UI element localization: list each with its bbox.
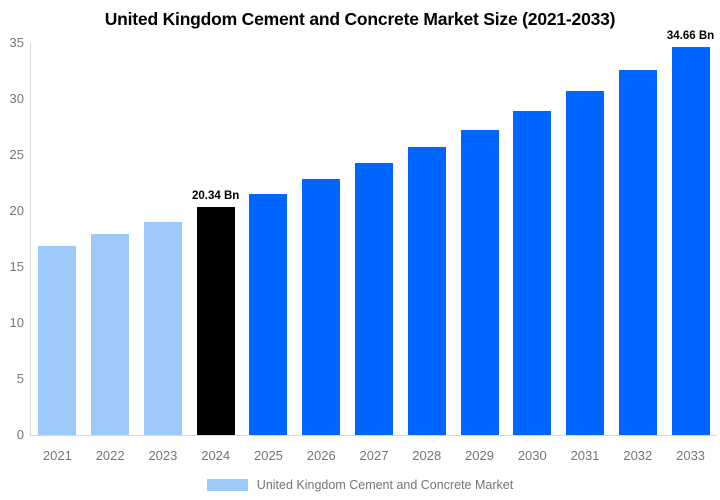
y-tick-label: 5 [16, 371, 24, 387]
bar-2026[interactable] [302, 179, 341, 435]
x-tick-label-2022: 2022 [95, 448, 125, 463]
x-tick-label-2030: 2030 [517, 448, 547, 463]
value-label-2033: 34.66 Bn [666, 29, 715, 42]
x-tick-label-2032: 2032 [623, 448, 653, 463]
y-axis-labels: 0 5 10 15 20 25 30 35 [0, 36, 25, 442]
bar-2031[interactable] [566, 91, 605, 435]
y-tick-label: 35 [9, 35, 24, 50]
bar-2022[interactable] [91, 233, 130, 435]
bar-2024[interactable] [196, 207, 235, 435]
x-tick-label-2033: 2033 [676, 448, 706, 463]
bar-group-2023: 2023 [137, 43, 190, 463]
value-label-2024: 20.34 Bn [192, 190, 240, 203]
x-tick-label-2021: 2021 [42, 448, 72, 463]
bar-2033[interactable] [671, 46, 710, 435]
legend-swatch [206, 479, 248, 491]
bar-group-2031: 2031 [559, 43, 612, 463]
bar-2032[interactable] [618, 69, 657, 435]
legend[interactable]: United Kingdom Cement and Concrete Marke… [0, 476, 720, 494]
bar-group-2025: 2025 [242, 43, 295, 463]
y-tick-label: 15 [9, 259, 24, 274]
y-tick-label: 30 [9, 91, 24, 106]
bar-group-2028: 2028 [400, 43, 453, 463]
bar-group-2032: 2032 [611, 43, 664, 463]
x-tick-label-2028: 2028 [412, 448, 442, 463]
bar-group-2024: 20.34 Bn 2024 [189, 43, 242, 463]
x-tick-label-2029: 2029 [465, 448, 494, 463]
bar-2027[interactable] [354, 163, 393, 435]
x-tick-label-2027: 2027 [359, 448, 389, 463]
y-tick-label: 0 [16, 427, 24, 442]
legend-label: United Kingdom Cement and Concrete Marke… [256, 478, 514, 492]
bar-2025[interactable] [249, 193, 288, 435]
bar-2023[interactable] [143, 221, 182, 435]
bar-group-2027: 2027 [348, 43, 401, 463]
bar-group-2033: 34.66 Bn 2033 [664, 30, 717, 463]
bar-group-2021: 2021 [31, 43, 84, 463]
y-tick-label: 25 [9, 147, 24, 162]
bar-2029[interactable] [460, 129, 499, 435]
plot-area: 2021 2022 2023 20.34 Bn 2024 2025 2026 2027 2028… [30, 30, 717, 463]
bar-2028[interactable] [407, 147, 446, 435]
bar-2030[interactable] [513, 110, 552, 435]
x-tick-label-2026: 2026 [306, 448, 336, 463]
bar-group-2029: 2029 [453, 43, 506, 463]
bar-group-2030: 2030 [506, 43, 559, 463]
x-tick-label-2024: 2024 [201, 448, 231, 463]
y-tick-label: 20 [9, 203, 24, 219]
x-tick-label-2031: 2031 [570, 448, 600, 463]
chart-title: United Kingdom Cement and Concrete Marke… [104, 9, 616, 29]
bar-2021[interactable] [38, 245, 77, 435]
bar-group-2022: 2022 [84, 43, 137, 463]
x-tick-label-2023: 2023 [148, 448, 178, 463]
bar-group-2026: 2026 [295, 43, 348, 463]
y-tick-label: 10 [9, 315, 24, 331]
x-tick-label-2025: 2025 [253, 448, 283, 463]
